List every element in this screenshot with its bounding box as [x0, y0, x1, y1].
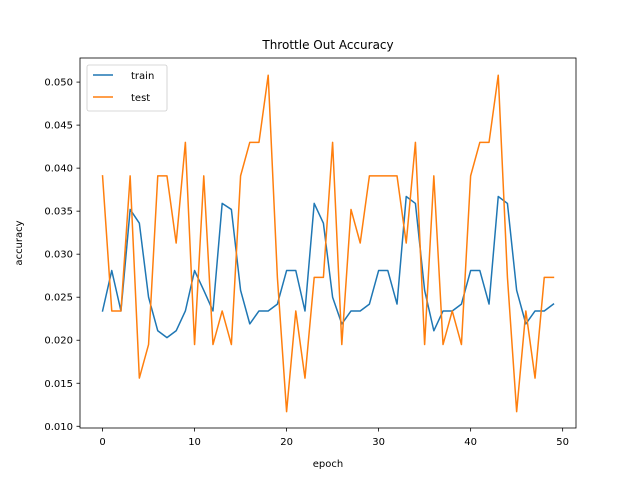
x-tick-label: 10: [188, 437, 201, 448]
axes-background: [80, 58, 576, 428]
y-tick-label: 0.030: [44, 250, 73, 261]
axes-frame: [79, 57, 577, 429]
series-line-train: [101, 195, 555, 339]
y-tick-label: 0.035: [44, 207, 73, 218]
x-tick-label: 20: [280, 437, 293, 448]
x-axis-label: epoch: [313, 459, 343, 470]
y-axis: 0.010 0.015 0.020 0.025 0.030 0.035 0.040 0.045…: [44, 78, 80, 433]
chart-title: Throttle Out Accuracy: [261, 38, 393, 52]
legend-label-train: train: [131, 71, 154, 82]
y-tick-label: 0.020: [44, 336, 73, 347]
legend: train test: [86, 64, 168, 112]
series-line-test: [101, 74, 555, 413]
x-axis: 0 10 20 30 40 50: [99, 428, 569, 448]
plot-area: [79, 57, 577, 429]
legend-label-test: test: [131, 93, 150, 104]
y-tick-label: 0.050: [44, 78, 73, 89]
series-layer: [101, 74, 555, 413]
y-tick-label: 0.045: [44, 121, 73, 132]
y-tick-label: 0.025: [44, 293, 73, 304]
x-tick-label: 0: [99, 437, 105, 448]
y-tick-label: 0.010: [44, 422, 73, 433]
legend-frame: [86, 64, 168, 112]
x-tick-label: 30: [372, 437, 385, 448]
x-tick-label: 50: [556, 437, 569, 448]
y-tick-label: 0.015: [44, 379, 73, 390]
x-tick-label: 40: [464, 437, 477, 448]
y-tick-label: 0.040: [44, 164, 73, 175]
y-axis-label: accuracy: [14, 220, 25, 265]
